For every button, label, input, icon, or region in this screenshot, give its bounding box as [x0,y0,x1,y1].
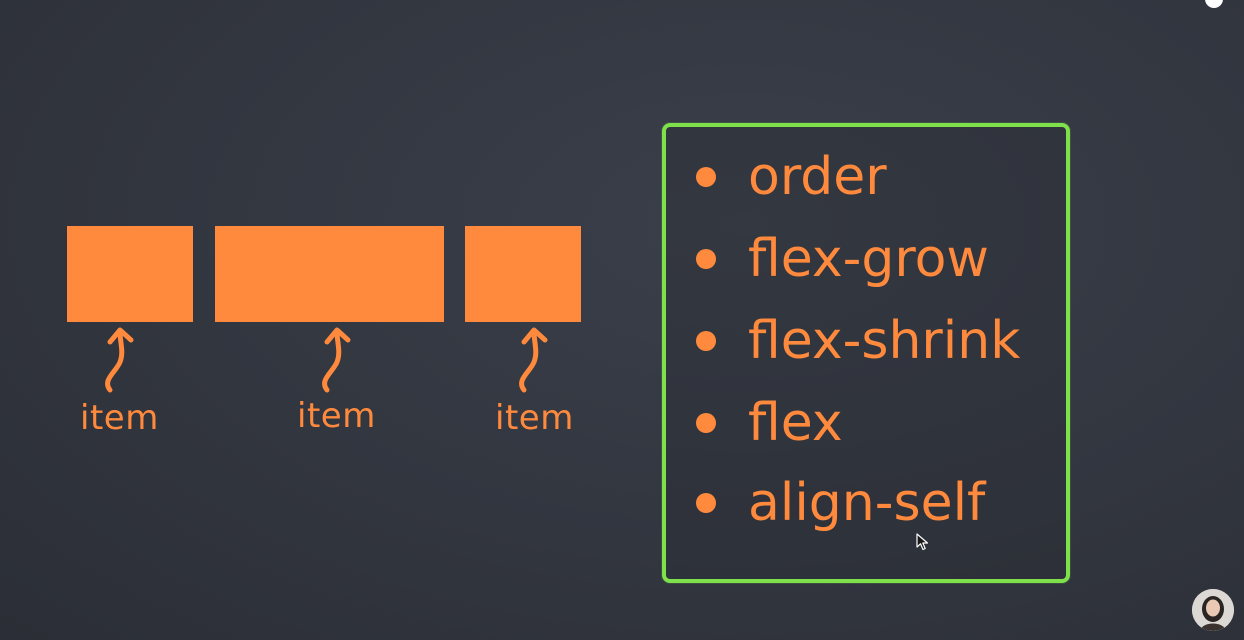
bullet-icon [696,413,716,433]
property-flex: flex [748,393,843,453]
property-align-self: align-self [748,473,986,533]
curly-up-arrow-icon [105,327,134,393]
bullet-icon [696,249,716,269]
property-order: order [748,147,887,207]
curly-up-arrow-icon [519,327,548,393]
presenter-avatar [1192,589,1234,631]
item-label-2: item [297,396,376,436]
curly-up-arrow-icon [322,327,351,393]
item-label-3: item [495,398,574,438]
list-item: order [696,145,887,209]
property-flex-shrink: flex-shrink [748,311,1021,371]
flex-item-box-1 [67,226,193,322]
flex-item-box-2 [215,226,444,322]
bullet-icon [696,167,716,187]
list-item: flex-grow [696,227,989,291]
bullet-icon [696,493,716,513]
property-flex-grow: flex-grow [748,229,989,289]
bullet-icon [696,331,716,351]
flex-item-properties-panel: order flex-grow flex-shrink flex align-s… [662,123,1070,583]
list-item: flex-shrink [696,309,1020,373]
flex-item-box-3 [465,226,581,322]
item-label-1: item [80,398,159,438]
list-item: flex [696,391,843,455]
mouse-pointer-icon [916,533,929,551]
list-item: align-self [696,471,985,535]
info-icon[interactable] [1205,0,1223,8]
